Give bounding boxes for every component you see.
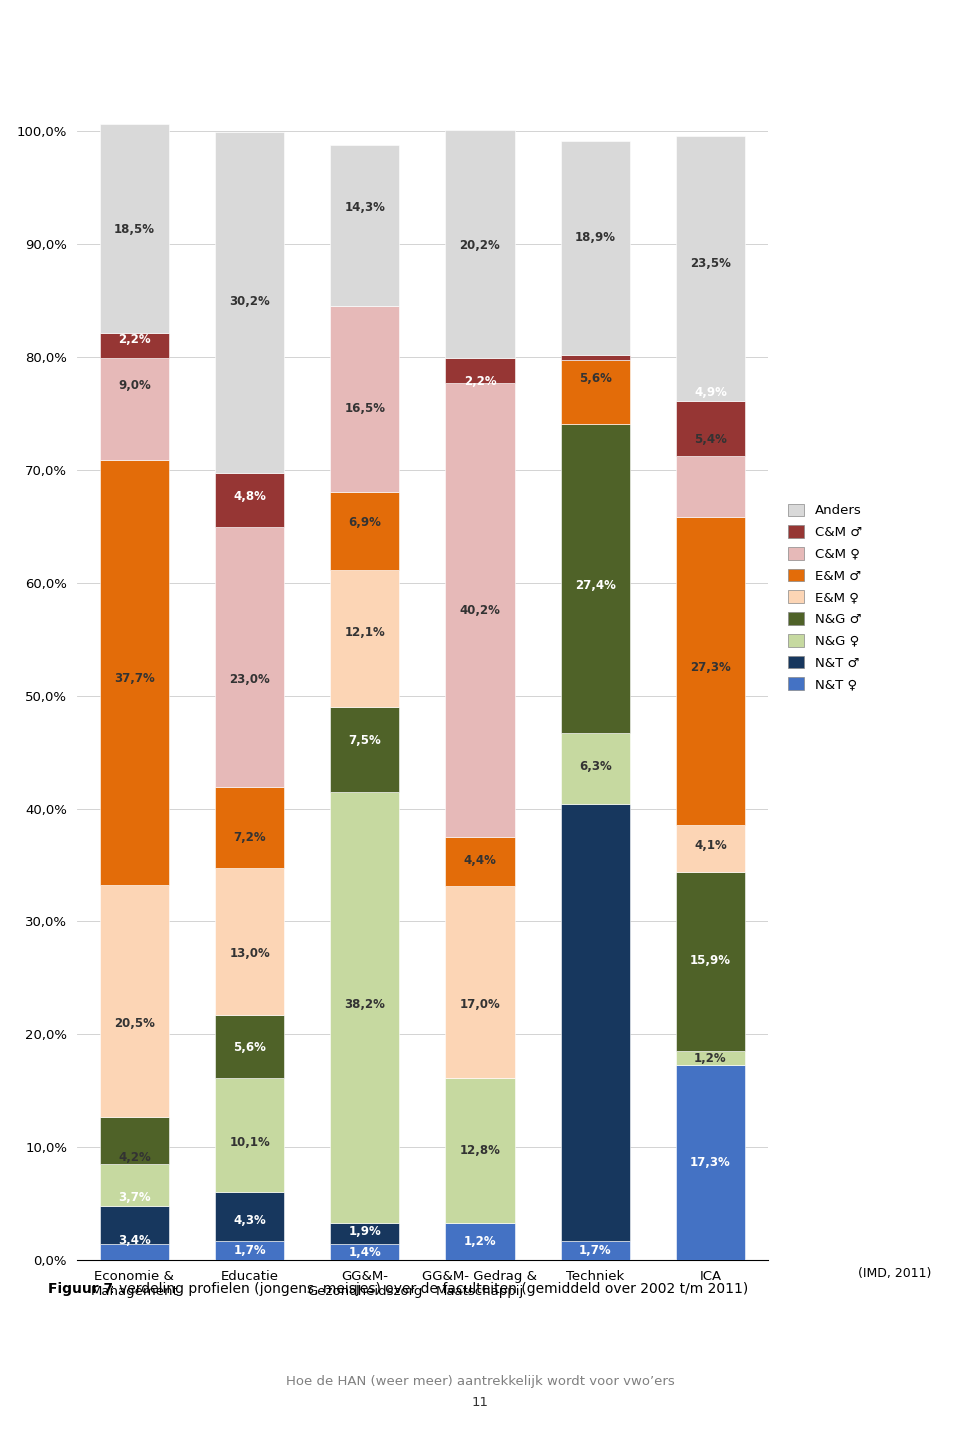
Bar — [330, 1223, 399, 1244]
Text: 15,9%: 15,9% — [690, 955, 731, 968]
Bar — [330, 306, 399, 493]
Text: 13,0%: 13,0% — [229, 947, 270, 959]
Bar — [445, 836, 515, 886]
Bar — [100, 1206, 169, 1244]
Text: 38,2%: 38,2% — [345, 998, 385, 1011]
Bar — [215, 1193, 284, 1242]
Bar — [561, 361, 630, 424]
Bar — [330, 493, 399, 570]
Text: 1,7%: 1,7% — [579, 1244, 612, 1257]
Text: 1,9%: 1,9% — [348, 1226, 381, 1239]
Text: (IMD, 2011): (IMD, 2011) — [858, 1267, 931, 1280]
Legend: Anders, C&M ♂, C&M ♀, E&M ♂, E&M ♀, N&G ♂, N&G ♀, N&T ♂, N&T ♀: Anders, C&M ♂, C&M ♀, E&M ♂, E&M ♀, N&G … — [788, 504, 862, 692]
Bar — [330, 570, 399, 707]
Bar — [676, 401, 745, 457]
Text: 20,2%: 20,2% — [460, 239, 500, 252]
Text: 40,2%: 40,2% — [460, 604, 500, 617]
Text: 12,1%: 12,1% — [345, 626, 385, 639]
Bar — [676, 872, 745, 1051]
Text: 6,9%: 6,9% — [348, 517, 381, 530]
Bar — [445, 1078, 515, 1223]
Text: 2,2%: 2,2% — [118, 334, 151, 347]
Bar — [561, 1242, 630, 1260]
Text: 27,3%: 27,3% — [690, 662, 731, 674]
Bar — [100, 125, 169, 334]
Text: 30,2%: 30,2% — [229, 295, 270, 308]
Text: 4,4%: 4,4% — [464, 853, 496, 866]
Text: 18,5%: 18,5% — [114, 223, 155, 236]
Text: 2,2%: 2,2% — [464, 375, 496, 388]
Bar — [100, 358, 169, 460]
Text: Hoe de HAN (weer meer) aantrekkelijk wordt voor vwo’ers: Hoe de HAN (weer meer) aantrekkelijk wor… — [286, 1375, 674, 1388]
Bar — [561, 355, 630, 361]
Bar — [215, 1242, 284, 1260]
Bar — [676, 136, 745, 401]
Text: 5,6%: 5,6% — [579, 372, 612, 385]
Text: 7,2%: 7,2% — [233, 832, 266, 845]
Bar — [676, 1051, 745, 1065]
Text: 23,0%: 23,0% — [229, 673, 270, 686]
Text: 5,6%: 5,6% — [233, 1041, 266, 1054]
Text: 17,3%: 17,3% — [690, 1156, 731, 1169]
Text: 5,4%: 5,4% — [694, 434, 727, 447]
Text: 3,7%: 3,7% — [118, 1191, 151, 1204]
Bar — [100, 1244, 169, 1260]
Bar — [330, 1244, 399, 1260]
Text: 1,4%: 1,4% — [348, 1246, 381, 1259]
Bar — [215, 527, 284, 788]
Text: 4,1%: 4,1% — [694, 839, 727, 852]
Bar — [330, 145, 399, 306]
Text: 17,0%: 17,0% — [460, 998, 500, 1011]
Text: 1,7%: 1,7% — [233, 1244, 266, 1257]
Bar — [215, 868, 284, 1015]
Bar — [215, 788, 284, 868]
Bar — [561, 733, 630, 803]
Bar — [445, 1223, 515, 1260]
Text: 3,4%: 3,4% — [118, 1234, 151, 1247]
Text: 1,2%: 1,2% — [464, 1234, 496, 1249]
Bar — [676, 457, 745, 517]
Text: 4,8%: 4,8% — [233, 490, 266, 504]
Bar — [215, 132, 284, 473]
Bar — [676, 517, 745, 825]
Text: 37,7%: 37,7% — [114, 672, 155, 684]
Bar — [100, 1117, 169, 1164]
Text: : verdeling profielen (jongens, meisjes) over de faculteiten (gemiddeld over 200: : verdeling profielen (jongens, meisjes)… — [110, 1282, 749, 1296]
Bar — [445, 130, 515, 358]
Bar — [445, 886, 515, 1078]
Text: 4,3%: 4,3% — [233, 1213, 266, 1227]
Bar — [445, 382, 515, 836]
Bar — [215, 1015, 284, 1078]
Text: 11: 11 — [471, 1396, 489, 1409]
Text: 16,5%: 16,5% — [345, 402, 385, 415]
Bar — [561, 142, 630, 355]
Bar — [215, 473, 284, 527]
Text: Figuur 7: Figuur 7 — [48, 1282, 113, 1296]
Bar — [100, 885, 169, 1117]
Text: 10,1%: 10,1% — [229, 1136, 270, 1148]
Bar — [561, 424, 630, 733]
Bar — [100, 460, 169, 885]
Bar — [330, 792, 399, 1223]
Text: 7,5%: 7,5% — [348, 733, 381, 746]
Bar — [330, 707, 399, 792]
Bar — [100, 1164, 169, 1206]
Text: 18,9%: 18,9% — [575, 232, 615, 245]
Bar — [215, 1078, 284, 1193]
Text: 23,5%: 23,5% — [690, 258, 731, 271]
Text: 20,5%: 20,5% — [114, 1017, 155, 1030]
Text: 6,3%: 6,3% — [579, 760, 612, 773]
Text: 1,2%: 1,2% — [694, 1051, 727, 1064]
Text: 4,9%: 4,9% — [694, 387, 727, 400]
Text: 27,4%: 27,4% — [575, 579, 615, 591]
Bar — [100, 334, 169, 358]
Text: 12,8%: 12,8% — [460, 1144, 500, 1157]
Bar — [561, 803, 630, 1242]
Bar — [676, 1065, 745, 1260]
Text: 4,2%: 4,2% — [118, 1151, 151, 1164]
Bar — [676, 825, 745, 872]
Text: 14,3%: 14,3% — [345, 202, 385, 215]
Text: 9,0%: 9,0% — [118, 379, 151, 392]
Bar — [445, 358, 515, 382]
